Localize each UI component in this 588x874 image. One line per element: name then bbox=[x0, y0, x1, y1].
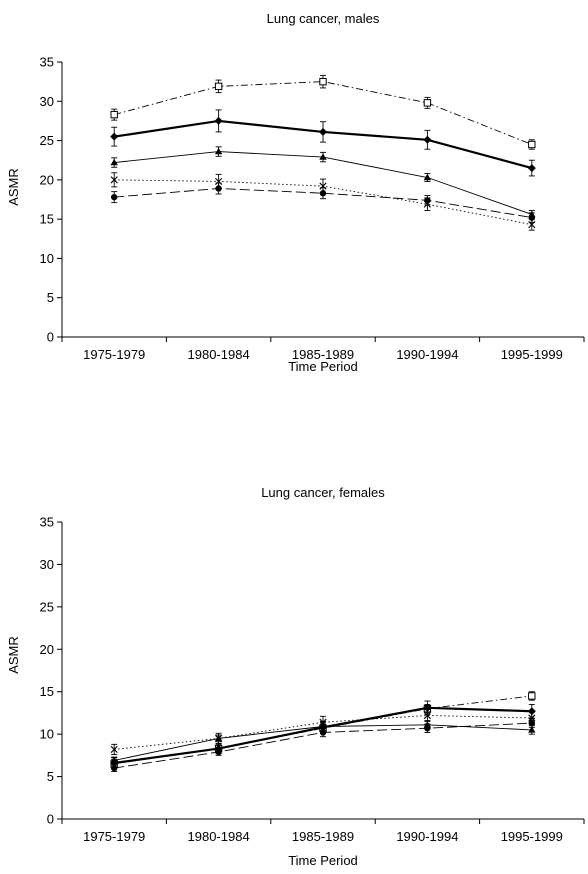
marker-x bbox=[319, 182, 327, 190]
marker-triangle bbox=[319, 153, 327, 160]
marker-diamond bbox=[319, 127, 327, 136]
series-2 bbox=[110, 109, 536, 177]
series-4 bbox=[110, 172, 536, 231]
marker-x bbox=[423, 711, 431, 720]
marker-x bbox=[528, 714, 536, 722]
y-tick-label: 15 bbox=[40, 212, 54, 227]
plot-area: 0 5 10 15 20 25 30 35 1975-1979 1980-1984 1985-198… bbox=[40, 515, 585, 844]
series-5 bbox=[111, 718, 535, 772]
x-tick-label: 1990-1994 bbox=[396, 347, 458, 362]
chart-panel-males: Lung cancer, males ASMR Time Period 0 5 10… bbox=[0, 0, 588, 380]
marker-x bbox=[110, 745, 118, 754]
marker-square bbox=[319, 77, 327, 86]
x-tick-label: 1975-1979 bbox=[83, 829, 145, 844]
marker-circle bbox=[319, 190, 327, 197]
x-tick-label: 1980-1984 bbox=[188, 829, 250, 844]
x-tick-label: 1995-1999 bbox=[501, 347, 563, 362]
y-tick-label: 10 bbox=[40, 251, 54, 266]
plot-area: 0 5 10 15 20 25 30 35 1975-1979 1980-1984 1985-198… bbox=[40, 55, 585, 362]
marker-circle bbox=[528, 214, 535, 221]
marker-triangle bbox=[423, 173, 432, 181]
marker-diamond bbox=[527, 707, 536, 716]
marker-diamond bbox=[527, 164, 536, 173]
marker-circle bbox=[215, 185, 222, 192]
marker-triangle bbox=[110, 756, 118, 764]
marker-circle bbox=[111, 193, 118, 201]
y-axis-label: ASMR bbox=[6, 636, 21, 674]
marker-circle bbox=[111, 764, 118, 772]
marker-circle bbox=[215, 748, 222, 756]
y-tick-label: 25 bbox=[40, 133, 54, 148]
x-tick-label: 1980-1984 bbox=[188, 347, 250, 362]
series-5 bbox=[111, 182, 535, 223]
y-tick-label: 0 bbox=[47, 812, 54, 827]
y-tick-label: 20 bbox=[40, 642, 54, 657]
chart-title: Lung cancer, males bbox=[267, 11, 380, 26]
marker-circle bbox=[528, 719, 535, 727]
y-tick-label: 5 bbox=[47, 769, 54, 784]
y-tick-label: 35 bbox=[40, 515, 54, 530]
marker-square bbox=[528, 140, 536, 149]
y-tick-label: 35 bbox=[40, 55, 54, 70]
marker-diamond bbox=[110, 132, 119, 141]
y-tick-label: 15 bbox=[40, 684, 54, 699]
marker-diamond bbox=[423, 135, 432, 144]
series-line bbox=[114, 695, 532, 765]
chart-title: Lung cancer, females bbox=[261, 485, 385, 500]
marker-triangle bbox=[110, 158, 118, 166]
y-tick-label: 20 bbox=[40, 172, 54, 187]
chart-males: Lung cancer, males ASMR Time Period 0 5 10… bbox=[6, 11, 585, 374]
y-axis-label: ASMR bbox=[6, 168, 21, 206]
x-tick-label: 1985-1989 bbox=[292, 829, 354, 844]
marker-x bbox=[319, 718, 327, 726]
y-tick-label: 10 bbox=[40, 727, 54, 742]
y-tick-label: 30 bbox=[40, 94, 54, 109]
marker-diamond bbox=[214, 116, 223, 125]
x-tick-label: 1985-1989 bbox=[292, 347, 354, 362]
marker-square bbox=[528, 692, 536, 700]
chart-panel-females: Lung cancer, females ASMR Time Period 0 5… bbox=[0, 478, 588, 874]
marker-triangle bbox=[528, 726, 536, 733]
marker-square bbox=[423, 99, 432, 107]
marker-x bbox=[215, 177, 223, 186]
marker-triangle bbox=[214, 147, 223, 155]
marker-circle bbox=[424, 197, 431, 204]
marker-circle bbox=[319, 729, 327, 736]
marker-square bbox=[214, 82, 223, 91]
y-tick-label: 0 bbox=[47, 330, 54, 345]
marker-diamond bbox=[423, 703, 432, 712]
y-tick-label: 25 bbox=[40, 599, 54, 614]
y-tick-label: 30 bbox=[40, 557, 54, 572]
y-tick-label: 5 bbox=[47, 290, 54, 305]
x-tick-label: 1975-1979 bbox=[83, 347, 145, 362]
x-tick-label: 1995-1999 bbox=[501, 829, 563, 844]
x-axis-label: Time Period bbox=[288, 853, 358, 868]
marker-square bbox=[110, 110, 118, 119]
series-1 bbox=[110, 74, 536, 150]
marker-x bbox=[215, 734, 223, 742]
x-axis-label: Time Period bbox=[288, 359, 358, 374]
series-4 bbox=[110, 709, 536, 755]
marker-circle bbox=[424, 725, 431, 732]
chart-females: Lung cancer, females ASMR Time Period 0 5… bbox=[6, 485, 585, 868]
x-tick-label: 1990-1994 bbox=[396, 829, 458, 844]
marker-x bbox=[110, 176, 118, 184]
